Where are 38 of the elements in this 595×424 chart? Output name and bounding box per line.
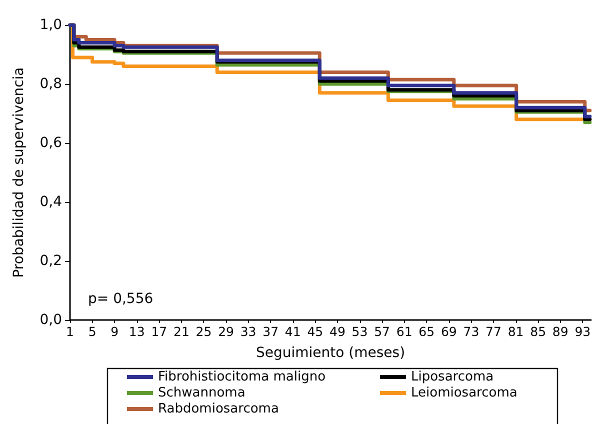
x-tick-label: 65	[418, 324, 435, 339]
y-axis-title: Probabilidad de supervivencia	[11, 67, 27, 278]
x-tick-label: 29	[218, 324, 234, 339]
x-tick-label: 5	[88, 324, 96, 339]
legend-label: Fibrohistiocitoma maligno	[158, 370, 326, 384]
x-tick-label: 49	[330, 324, 346, 339]
x-tick-label: 85	[530, 324, 546, 339]
x-tick-label: 37	[262, 324, 279, 339]
x-tick-label: 89	[552, 324, 568, 339]
x-tick-label: 17	[151, 324, 168, 339]
y-tick-label: 0,2	[40, 253, 62, 269]
x-tick-label: 9	[110, 324, 119, 339]
y-tick-label: 0,4	[40, 194, 62, 210]
y-tick-label: 0,0	[40, 312, 62, 328]
x-tick-label: 45	[307, 324, 324, 339]
x-tick-label: 25	[196, 324, 212, 339]
x-tick-label: 77	[486, 324, 502, 339]
x-tick-label: 73	[463, 324, 480, 339]
y-tick-label: 0,8	[40, 76, 62, 92]
x-tick-label: 81	[508, 324, 524, 339]
legend-label: Liposarcoma	[411, 370, 494, 384]
x-tick-label: 57	[374, 324, 390, 339]
x-tick-label: 53	[352, 324, 368, 339]
x-tick-label: 21	[173, 324, 190, 339]
x-tick-label: 69	[440, 324, 457, 339]
x-tick-label: 61	[396, 324, 412, 339]
y-tick-label: 1,0	[40, 17, 62, 33]
legend-label: Leiomiosarcoma	[411, 386, 518, 400]
x-tick-label: 33	[240, 324, 256, 339]
annotation: p= 0,556	[88, 291, 154, 307]
y-tick-label: 0,6	[40, 135, 62, 151]
legend-label: Rabdomiosarcoma	[158, 402, 279, 416]
x-axis-title: Seguimiento (meses)	[256, 345, 406, 361]
x-tick-label: 1	[66, 324, 74, 339]
legend-label: Schwannoma	[158, 386, 246, 400]
x-tick-label: 41	[284, 324, 301, 339]
x-tick-label: 93	[574, 324, 591, 339]
x-tick-label: 13	[128, 324, 145, 339]
